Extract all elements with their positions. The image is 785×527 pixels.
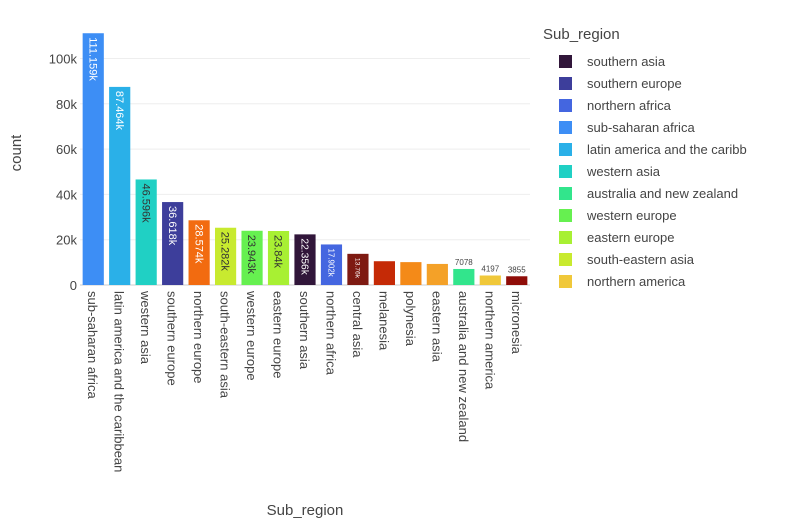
y-tick-label: 0 bbox=[70, 278, 77, 293]
legend: Sub_region southern asia southern europe n… bbox=[543, 26, 785, 292]
bar bbox=[373, 261, 395, 285]
x-tick-label: polynesia bbox=[403, 291, 418, 347]
bar bbox=[479, 275, 501, 285]
x-tick-label: australia and new zealand bbox=[456, 291, 471, 442]
bar-value-label: 23.943k bbox=[245, 235, 257, 275]
y-axis-ticks: 0 20k 40k 60k 80k 100k bbox=[49, 52, 78, 293]
x-axis-ticks: sub-saharan africa latin america and the … bbox=[85, 290, 524, 472]
y-tick-label: 100k bbox=[49, 52, 78, 67]
bar bbox=[109, 86, 131, 285]
bar-value-label: 36.618k bbox=[166, 206, 178, 246]
x-tick-label: northern europe bbox=[191, 291, 206, 384]
x-tick-label: eastern europe bbox=[271, 291, 286, 378]
bar-value-label: 25.282k bbox=[219, 232, 231, 272]
legend-swatch bbox=[559, 230, 572, 244]
bar bbox=[453, 268, 475, 285]
bar bbox=[320, 244, 343, 285]
bar-value-label: 3855 bbox=[508, 265, 526, 274]
legend-swatch bbox=[559, 208, 572, 222]
bar-value-label: 7078 bbox=[455, 258, 473, 267]
legend-swatch bbox=[559, 186, 572, 200]
legend-label: latin america and the caribb bbox=[587, 141, 747, 157]
legend-label: southern asia bbox=[587, 53, 666, 69]
y-tick-label: 60k bbox=[56, 142, 77, 157]
legend-swatch bbox=[559, 164, 572, 178]
legend-item[interactable]: sub-saharan africa bbox=[543, 116, 785, 138]
x-tick-label: southern asia bbox=[297, 291, 312, 370]
legend-item[interactable]: southern asia bbox=[543, 50, 785, 72]
bar bbox=[135, 179, 157, 285]
bar bbox=[241, 230, 263, 285]
legend-label: western europe bbox=[587, 207, 677, 223]
legend-item[interactable]: australia and new zealand bbox=[543, 182, 785, 204]
legend-title: Sub_region bbox=[543, 26, 620, 43]
bar-value-label: 4197 bbox=[481, 264, 499, 273]
bar-value-label: 23.84k bbox=[272, 235, 284, 269]
bar bbox=[188, 220, 210, 285]
y-axis-title: count bbox=[8, 134, 25, 172]
x-tick-label: south-eastern asia bbox=[218, 291, 233, 399]
legend-item[interactable]: south-eastern asia bbox=[543, 248, 785, 270]
bar-value-label: 46.596k bbox=[139, 183, 151, 223]
x-axis-title: Sub_region bbox=[267, 502, 344, 519]
legend-label: southern europe bbox=[587, 75, 682, 91]
legend-item[interactable]: western asia bbox=[543, 160, 785, 182]
x-tick-label: melanesia bbox=[376, 291, 391, 351]
legend-label: northern africa bbox=[587, 97, 671, 113]
legend-item[interactable]: latin america and the caribb bbox=[543, 138, 785, 160]
bar bbox=[506, 276, 528, 285]
x-tick-label: northern africa bbox=[323, 291, 338, 376]
legend-item[interactable]: eastern europe bbox=[543, 226, 785, 248]
x-tick-label: micronesia bbox=[509, 291, 524, 355]
y-tick-label: 20k bbox=[56, 233, 77, 248]
legend-item[interactable]: northern africa bbox=[543, 94, 785, 116]
legend-swatch bbox=[559, 120, 572, 134]
bar bbox=[82, 33, 104, 285]
x-tick-label: sub-saharan africa bbox=[85, 291, 100, 399]
bar bbox=[400, 262, 422, 285]
y-tick-label: 40k bbox=[56, 187, 77, 202]
bar bbox=[426, 263, 448, 285]
legend-label: australia and new zealand bbox=[587, 185, 739, 201]
legend-item[interactable]: southern europe bbox=[543, 72, 785, 94]
legend-item[interactable]: western europe bbox=[543, 204, 785, 226]
bar bbox=[215, 227, 237, 285]
bar bbox=[162, 202, 184, 285]
x-tick-label: western asia bbox=[138, 290, 153, 365]
legend-label: eastern europe bbox=[587, 229, 675, 245]
bar-value-label: 87.464k bbox=[113, 91, 125, 131]
legend-item[interactable]: northern america bbox=[543, 270, 785, 292]
bar bbox=[347, 253, 369, 285]
bar bbox=[267, 231, 290, 285]
legend-swatch bbox=[559, 274, 572, 288]
legend-items: southern asia southern europe northern afr… bbox=[543, 50, 785, 292]
x-tick-label: northern america bbox=[482, 291, 497, 390]
legend-swatch bbox=[559, 98, 572, 112]
x-tick-label: eastern asia bbox=[429, 291, 444, 363]
bar-value-label: 22.356k bbox=[298, 238, 309, 275]
x-tick-label: latin america and the caribbean bbox=[112, 291, 127, 472]
y-tick-label: 80k bbox=[56, 97, 77, 112]
legend-label: northern america bbox=[587, 273, 686, 289]
bar-value-label: 111.159k bbox=[86, 37, 98, 81]
legend-label: sub-saharan africa bbox=[587, 119, 695, 135]
legend-swatch bbox=[559, 142, 572, 156]
legend-swatch bbox=[559, 252, 572, 266]
x-tick-label: central asia bbox=[350, 291, 365, 358]
bars: 111.159k 87.464k 46.596k 36.618k 28.574k 25.2… bbox=[82, 33, 528, 285]
x-tick-label: southern europe bbox=[165, 291, 180, 386]
legend-label: south-eastern asia bbox=[587, 251, 694, 267]
bar bbox=[294, 234, 316, 285]
bar-value-label: 13.76k bbox=[354, 258, 361, 279]
bar-value-label: 28.574k bbox=[192, 224, 204, 264]
legend-swatch bbox=[559, 76, 572, 90]
bar-value-label: 17.902k bbox=[327, 248, 336, 276]
legend-label: western asia bbox=[587, 163, 660, 179]
legend-swatch bbox=[559, 54, 572, 68]
x-tick-label: western europe bbox=[244, 290, 259, 381]
